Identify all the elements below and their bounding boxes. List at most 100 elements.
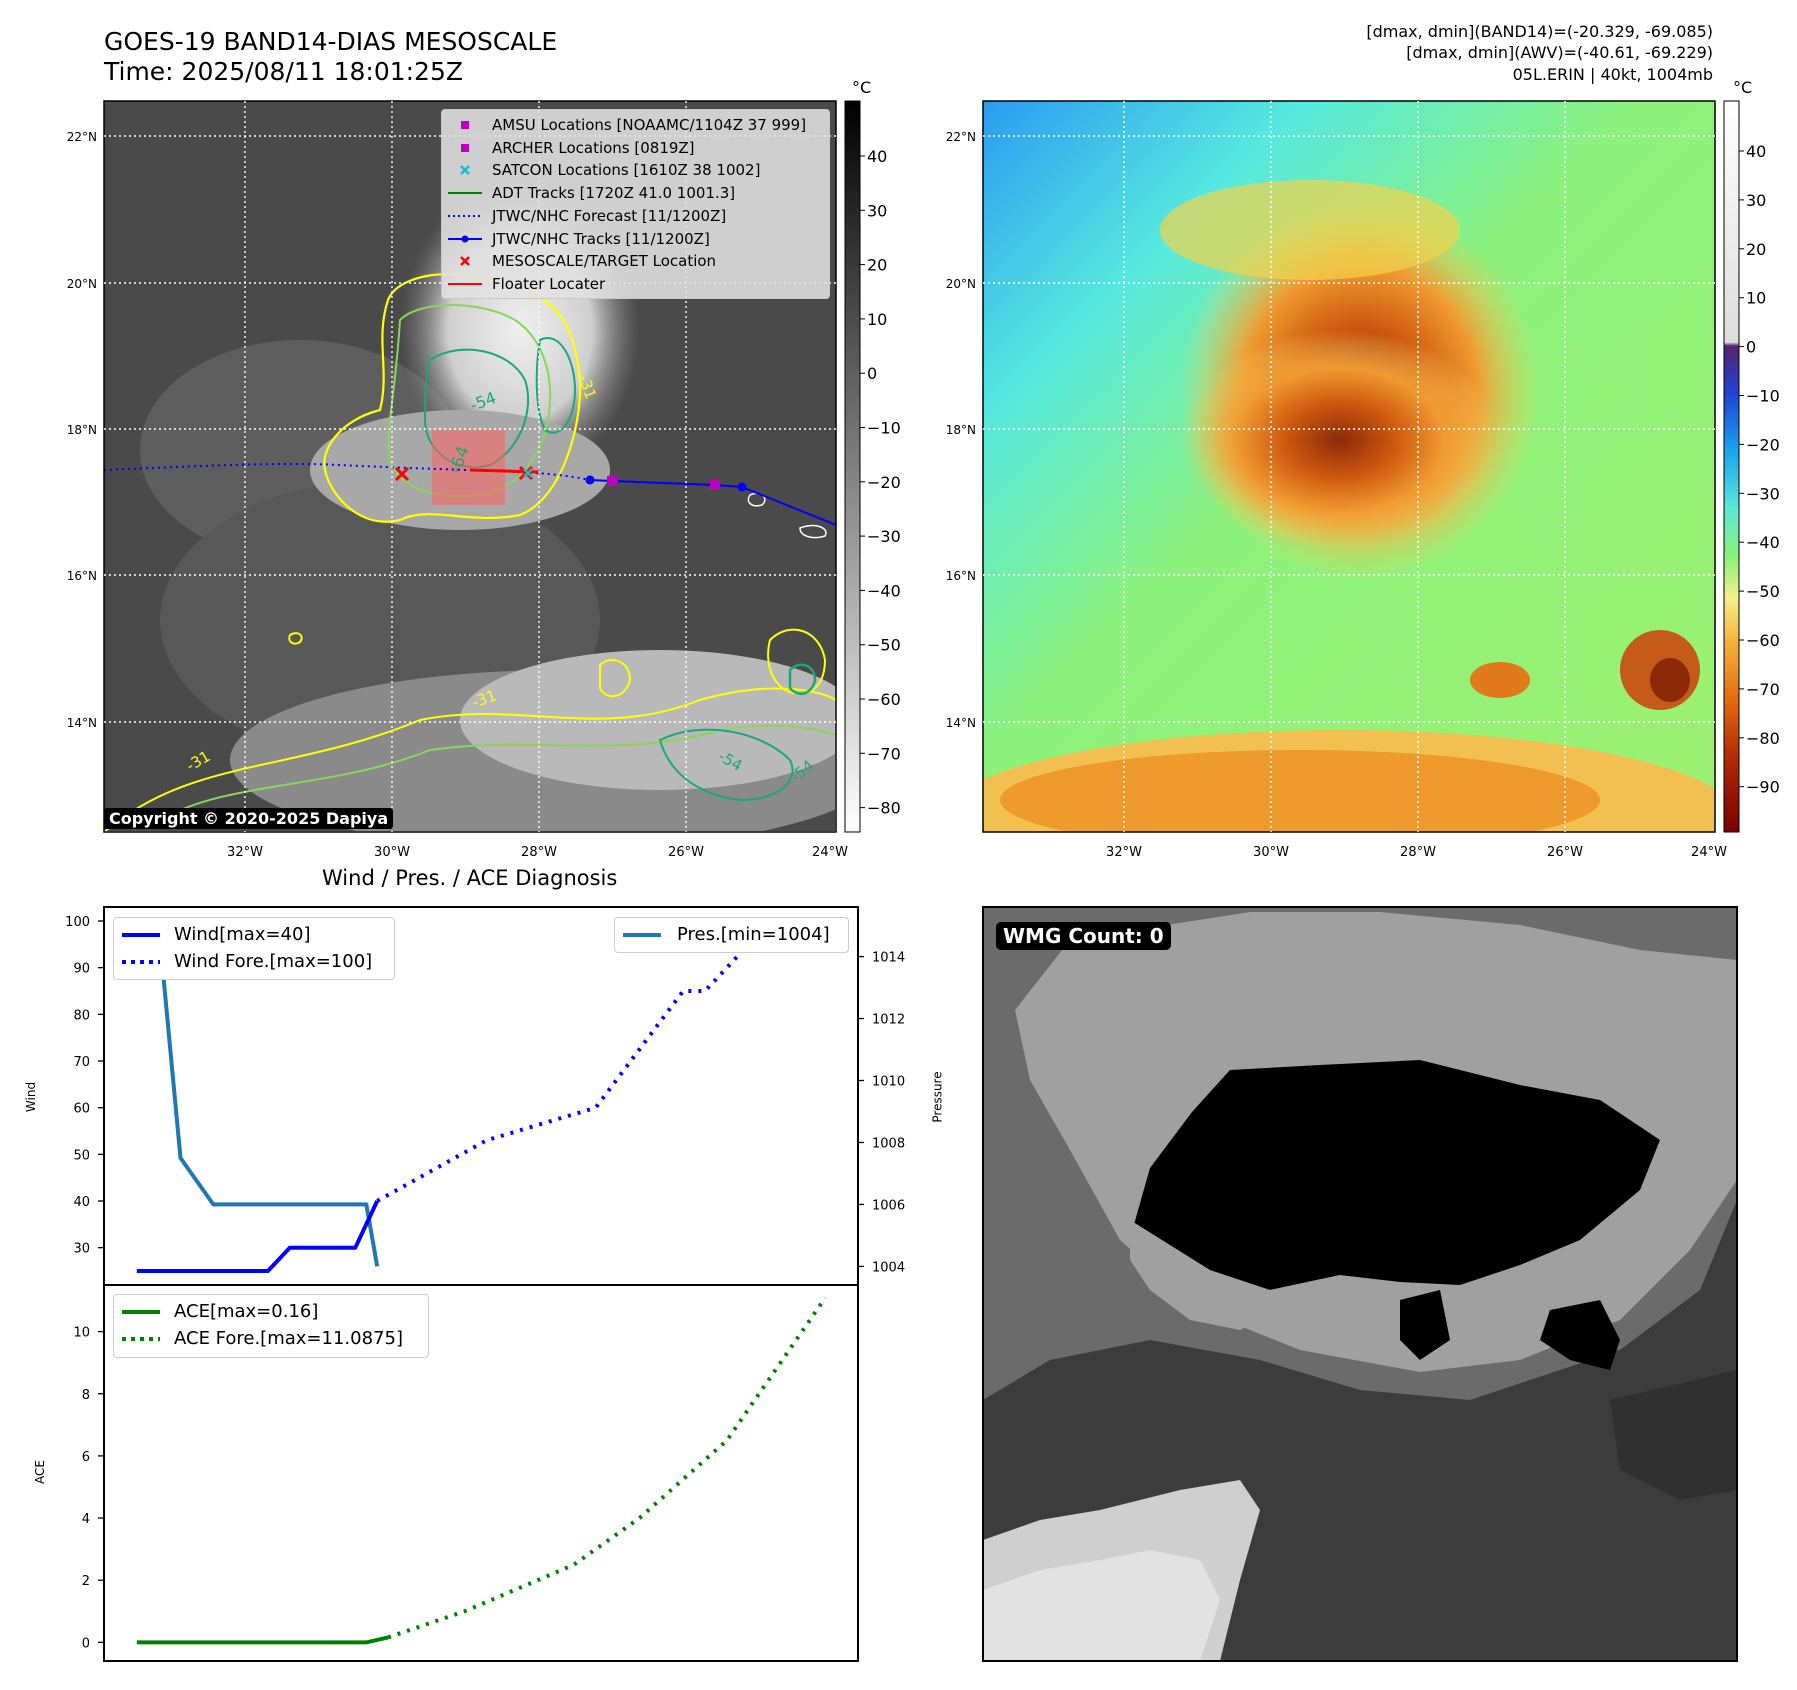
enh-lat-label: 20°N (946, 277, 976, 291)
legend-row: AMSU Locations [NOAAMC/1104Z 37 999] (442, 114, 827, 136)
legend-label: ADT Tracks [1720Z 41.0 1001.3] (492, 184, 736, 203)
enh-colorbar-tick-label: −80 (1746, 729, 1780, 748)
ir-colorbar-tick-label: −70 (867, 744, 901, 763)
ir-colorbar-tick-label: −10 (867, 419, 901, 438)
y-tick-label: 1004 (872, 1260, 905, 1275)
ir-lon-label: 32°W (227, 845, 263, 860)
ir-lat-label: 16°N (67, 569, 97, 583)
enh-colorbar-tick-label: 10 (1746, 289, 1766, 308)
y-tick-label: 10 (73, 1326, 90, 1341)
info-line3: 05L.ERIN | 40kt, 1004mb (1512, 65, 1713, 84)
wmg-panel (982, 906, 1738, 1662)
ir-colorbar (844, 100, 861, 833)
y-tick-label: 1012 (872, 1013, 905, 1028)
enh-colorbar-tick-label: 20 (1746, 240, 1766, 259)
legend-swatch (461, 121, 469, 129)
y-tick-label: 1010 (872, 1075, 905, 1090)
track-point (585, 475, 595, 485)
ace-fore-legend-label: ACE Fore.[max=11.0875] (174, 1328, 403, 1349)
target-marker (394, 466, 410, 482)
info-line2: [dmax, dmin](AWV)=(-40.61, -69.229) (1406, 43, 1713, 62)
legend-row: MESOSCALE/TARGET Location (442, 250, 827, 272)
legend-row: ADT Tracks [1720Z 41.0 1001.3] (442, 182, 827, 204)
legend-label: Floater Locater (492, 274, 606, 293)
amsu-marker (710, 480, 720, 490)
ir-colorbar-tick-label: 40 (867, 147, 887, 166)
ir-colorbar-tick-label: −80 (867, 799, 901, 818)
y-tick-label: 0 (82, 1636, 90, 1651)
enh-lat-label: 16°N (946, 569, 976, 583)
legend-swatch (448, 282, 482, 285)
y-tick-label: 1006 (872, 1198, 905, 1213)
enh-colorbar (1723, 100, 1740, 833)
satcon-marker (523, 468, 533, 478)
ir-lon-label: 24°W (812, 845, 848, 860)
pres-legend-label: Pres.[min=1004] (677, 924, 830, 945)
y-tick-label: 90 (73, 962, 90, 977)
ir-colorbar-tick-label: −20 (867, 473, 901, 492)
y-tick-label: 1008 (872, 1136, 905, 1151)
enh-colorbar-tick-label: 40 (1746, 142, 1766, 161)
enh-lat-label: 14°N (946, 716, 976, 730)
y-tick-label: 2 (82, 1574, 90, 1589)
ir-map-panel (103, 100, 837, 833)
pressure-axis-label: Pressure (930, 1071, 945, 1123)
legend-label: JTWC/NHC Tracks [11/1200Z] (492, 229, 710, 248)
wmg-count-badge: WMG Count: 0 (996, 922, 1171, 950)
ir-colorbar-tick-label: −30 (867, 527, 901, 546)
wind-legend-label: Wind[max=40] (174, 924, 311, 945)
y-tick-label: 60 (73, 1102, 90, 1117)
y-tick-label: 80 (73, 1008, 90, 1023)
enh-lon-label: 28°W (1400, 845, 1436, 860)
y-tick-label: 6 (82, 1450, 90, 1465)
enh-colorbar-tick-label: −50 (1746, 582, 1780, 601)
ir-lat-label: 18°N (67, 423, 97, 437)
ir-lat-label: 14°N (67, 716, 97, 730)
legend-row: JTWC/NHC Tracks [11/1200Z] (442, 228, 827, 250)
pres-legend: Pres.[min=1004] (614, 917, 849, 953)
enhanced-map-panel (982, 100, 1716, 833)
ir-colorbar-unit: °C (852, 78, 872, 97)
y-tick-label: 4 (82, 1512, 90, 1527)
enh-lat-label: 18°N (946, 423, 976, 437)
legend-row: JTWC/NHC Forecast [11/1200Z] (442, 205, 827, 227)
enh-colorbar-tick-label: −20 (1746, 435, 1780, 454)
legend-label: JTWC/NHC Forecast [11/1200Z] (492, 206, 727, 225)
ace-axis-label: ACE (32, 1460, 47, 1484)
wind-fore-legend-label: Wind Fore.[max=100] (174, 951, 373, 972)
ir-lat-label: 22°N (67, 130, 97, 144)
target-marker (518, 465, 534, 481)
legend-label: ARCHER Locations [0819Z] (492, 138, 695, 157)
wind-axis-label: Wind (24, 1081, 39, 1113)
ir-colorbar-tick-label: 0 (867, 364, 877, 383)
legend-row: SATCON Locations [1610Z 38 1002] (442, 159, 827, 181)
ir-colorbar-tick-label: −40 (867, 581, 901, 600)
enh-colorbar-tick-label: 30 (1746, 191, 1766, 210)
y-tick-label: 30 (73, 1242, 90, 1257)
legend-swatch (448, 235, 482, 242)
legend-swatch (461, 143, 469, 152)
y-tick-label: 50 (73, 1148, 90, 1163)
title-line2: Time: 2025/08/11 18:01:25Z (104, 57, 463, 86)
ir-lon-label: 26°W (668, 845, 704, 860)
ir-lat-label: 20°N (67, 277, 97, 291)
track-point (737, 482, 747, 492)
enh-lon-label: 24°W (1691, 845, 1727, 860)
wind-legend: Wind[max=40] Wind Fore.[max=100] (113, 917, 395, 980)
series-line (136, 1200, 380, 1273)
ir-colorbar-tick-label: 10 (867, 310, 887, 329)
y-tick-label: 100 (65, 915, 90, 930)
legend-label: AMSU Locations [NOAAMC/1104Z 37 999] (492, 116, 807, 134)
info-line1: [dmax, dmin](BAND14)=(-20.329, -69.085) (1366, 22, 1713, 41)
legend-swatch (448, 192, 482, 195)
ir-colorbar-tick-label: 20 (867, 256, 887, 275)
legend-row: Floater Locater (442, 273, 827, 295)
ir-lon-label: 30°W (374, 845, 410, 860)
enh-colorbar-tick-label: −70 (1746, 680, 1780, 699)
ir-lon-label: 28°W (521, 845, 557, 860)
ace-legend-label: ACE[max=0.16] (174, 1301, 319, 1322)
title-line1: GOES-19 BAND14-DIAS MESOSCALE (104, 27, 558, 56)
enh-colorbar-tick-label: −60 (1746, 631, 1780, 650)
series-line (136, 1635, 389, 1645)
enh-colorbar-tick-label: −10 (1746, 387, 1780, 406)
